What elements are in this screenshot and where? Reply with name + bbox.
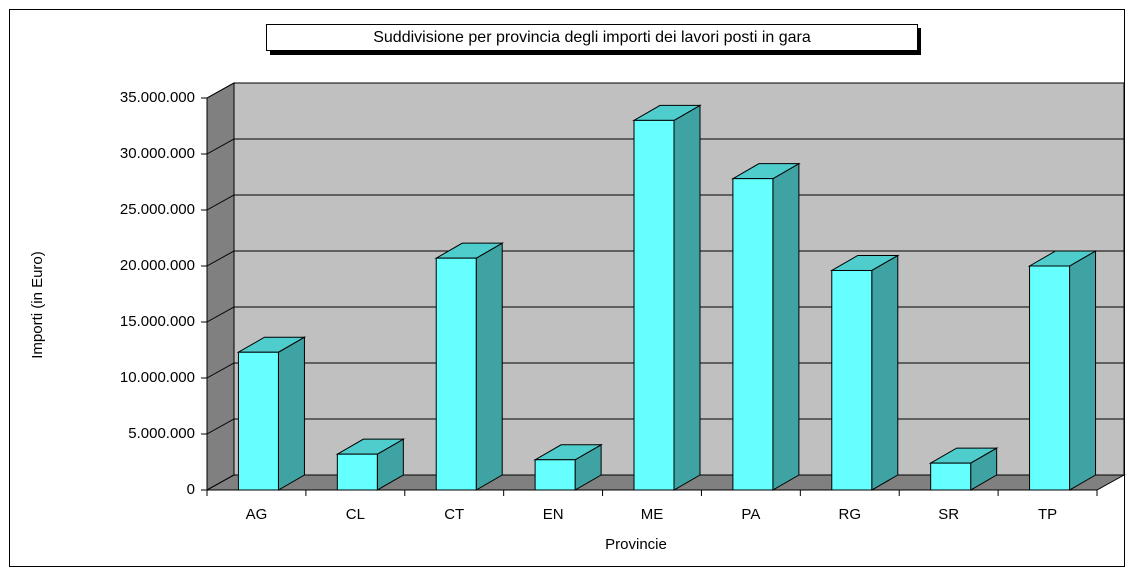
y-tick-label: 10.000.000 <box>120 369 195 386</box>
bar-side <box>277 336 305 491</box>
grid-line <box>206 362 1124 379</box>
x-tick-label: PA <box>741 506 760 523</box>
bar <box>237 351 279 491</box>
grid-line <box>206 250 1124 267</box>
y-tick-label: 5.000.000 <box>128 425 195 442</box>
bar <box>732 178 774 491</box>
bar <box>336 453 378 491</box>
x-axis-label: Provincie <box>605 536 667 553</box>
grid-line <box>206 82 1124 99</box>
y-tick-label: 20.000.000 <box>120 257 195 274</box>
y-tick-label: 30.000.000 <box>120 145 195 162</box>
left-wall <box>206 82 235 491</box>
y-tick-label: 15.000.000 <box>120 313 195 330</box>
y-tick-label: 0 <box>187 481 195 498</box>
title-box <box>266 24 918 51</box>
grid-line <box>206 138 1124 155</box>
bar <box>831 269 873 491</box>
x-tick-label: RG <box>839 506 862 523</box>
bar-side <box>772 162 800 491</box>
x-tick-label: ME <box>641 506 664 523</box>
bar-side <box>475 242 503 491</box>
grid-line <box>206 474 1124 491</box>
x-tick-label: CT <box>444 506 464 523</box>
y-tick-label: 35.000.000 <box>120 89 195 106</box>
bar-side <box>673 104 701 491</box>
bar <box>633 119 675 491</box>
y-axis-label: Importi (in Euro) <box>29 251 46 359</box>
y-tick-label: 25.000.000 <box>120 201 195 218</box>
bar <box>435 257 477 491</box>
bar <box>534 459 576 491</box>
bar-side <box>1069 250 1097 491</box>
bar <box>930 462 972 491</box>
bar-side <box>871 254 899 491</box>
bar <box>1029 265 1071 491</box>
chart-title: Suddivisione per provincia degli importi… <box>373 29 811 46</box>
grid-line <box>206 418 1124 435</box>
x-tick-label: EN <box>543 506 564 523</box>
grid-line <box>206 306 1124 323</box>
x-tick-label: CL <box>346 506 365 523</box>
x-tick-label: SR <box>938 506 959 523</box>
grid-line <box>206 194 1124 211</box>
x-tick-label: AG <box>246 506 268 523</box>
x-tick-label: TP <box>1038 506 1057 523</box>
